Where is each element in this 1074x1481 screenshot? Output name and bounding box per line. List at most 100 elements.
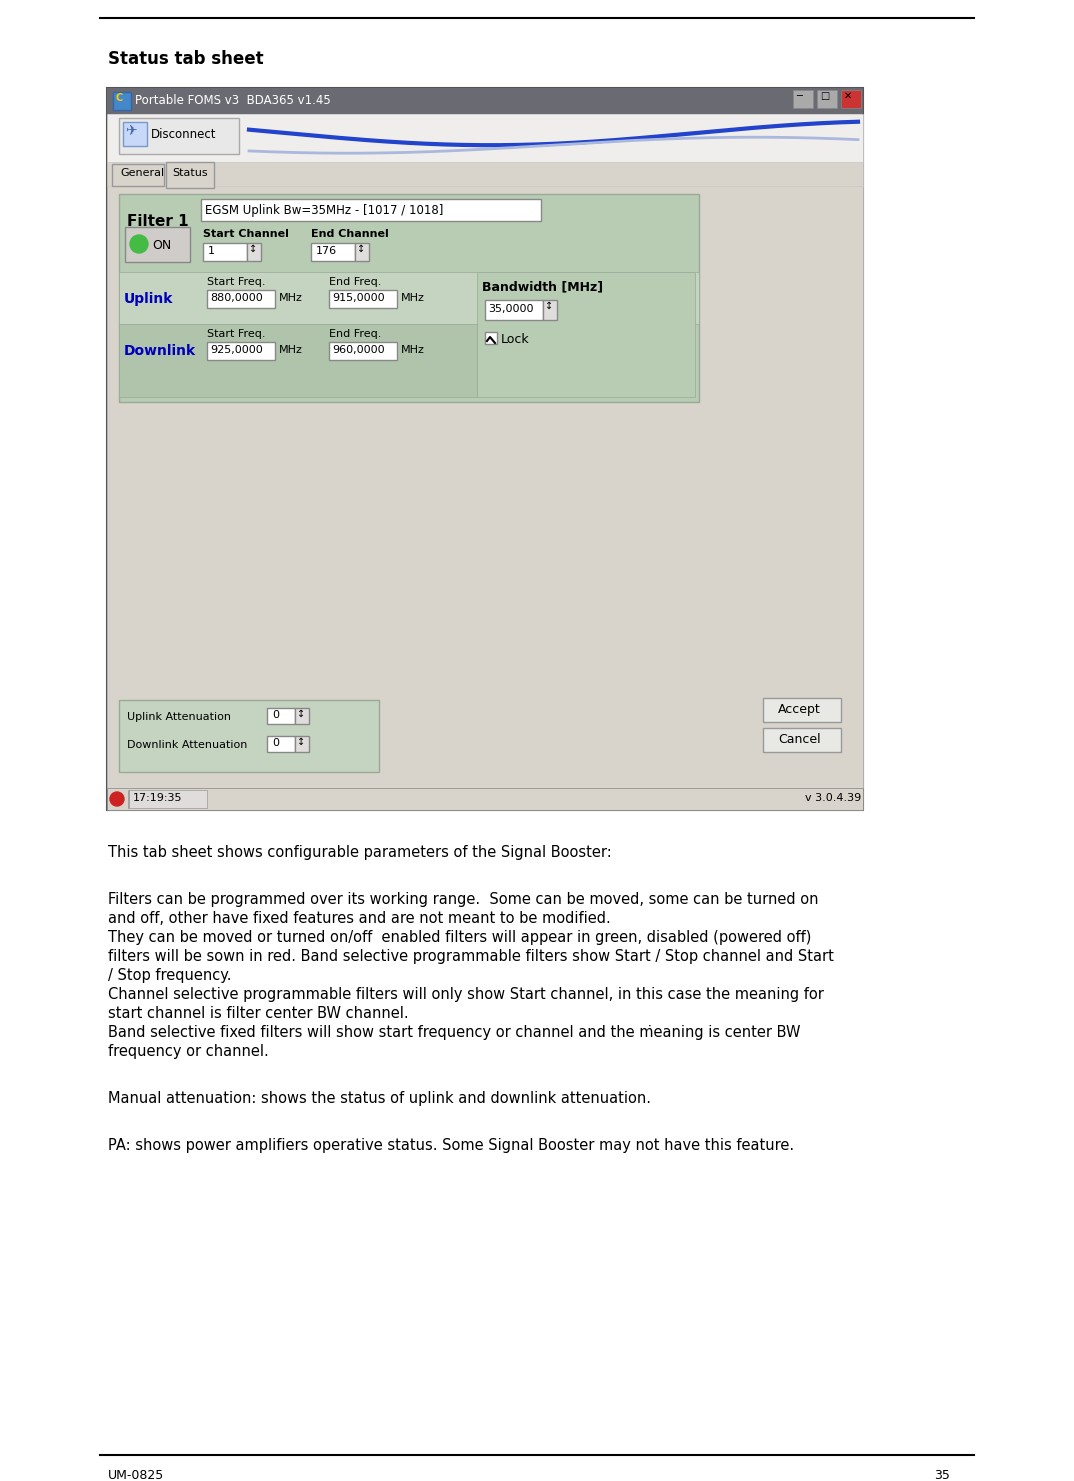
Text: Cancel: Cancel — [778, 733, 821, 746]
Text: General: General — [120, 167, 164, 178]
FancyBboxPatch shape — [203, 243, 247, 261]
Text: 176: 176 — [316, 246, 337, 256]
FancyBboxPatch shape — [112, 164, 164, 187]
Text: ↕: ↕ — [297, 738, 305, 746]
Text: ↕: ↕ — [357, 244, 365, 255]
FancyBboxPatch shape — [107, 161, 863, 187]
FancyBboxPatch shape — [477, 273, 695, 397]
Text: 0: 0 — [272, 709, 279, 720]
Text: ─: ─ — [796, 90, 802, 101]
FancyBboxPatch shape — [207, 342, 275, 360]
Text: filters will be sown in red. Band selective programmable filters show Start / St: filters will be sown in red. Band select… — [108, 949, 833, 964]
Text: UM-0825: UM-0825 — [108, 1469, 164, 1481]
Text: Lock: Lock — [500, 333, 529, 347]
Text: Downlink: Downlink — [124, 344, 197, 358]
FancyBboxPatch shape — [119, 324, 477, 397]
FancyBboxPatch shape — [166, 161, 214, 188]
Text: ↕: ↕ — [545, 301, 553, 311]
Text: End Freq.: End Freq. — [329, 277, 381, 287]
FancyBboxPatch shape — [295, 736, 309, 752]
FancyBboxPatch shape — [113, 92, 131, 110]
FancyBboxPatch shape — [201, 198, 541, 221]
Circle shape — [130, 235, 148, 253]
FancyBboxPatch shape — [329, 290, 397, 308]
FancyBboxPatch shape — [207, 290, 275, 308]
Text: ✈: ✈ — [125, 123, 136, 138]
Text: ON: ON — [153, 238, 171, 252]
FancyBboxPatch shape — [355, 243, 369, 261]
FancyBboxPatch shape — [485, 332, 497, 344]
FancyBboxPatch shape — [267, 708, 295, 724]
Text: 0: 0 — [272, 738, 279, 748]
Text: MHz: MHz — [401, 345, 425, 355]
FancyBboxPatch shape — [119, 118, 240, 154]
Text: Uplink: Uplink — [124, 292, 173, 307]
Text: 880,0000: 880,0000 — [211, 293, 263, 304]
Text: Channel selective programmable filters will only show Start channel, in this cas: Channel selective programmable filters w… — [108, 986, 824, 1003]
FancyBboxPatch shape — [295, 708, 309, 724]
FancyBboxPatch shape — [247, 243, 261, 261]
Text: Bandwidth [MHz]: Bandwidth [MHz] — [482, 280, 604, 293]
FancyBboxPatch shape — [107, 87, 863, 810]
Text: 960,0000: 960,0000 — [332, 345, 384, 355]
FancyBboxPatch shape — [311, 243, 355, 261]
FancyBboxPatch shape — [485, 301, 543, 320]
Text: 35: 35 — [934, 1469, 950, 1481]
FancyBboxPatch shape — [125, 227, 190, 262]
FancyBboxPatch shape — [107, 187, 863, 788]
Text: MHz: MHz — [279, 293, 303, 304]
Text: Manual attenuation: shows the status of uplink and downlink attenuation.: Manual attenuation: shows the status of … — [108, 1091, 651, 1106]
Text: 17:19:35: 17:19:35 — [133, 792, 183, 803]
Text: ↕: ↕ — [297, 709, 305, 718]
Text: 915,0000: 915,0000 — [332, 293, 384, 304]
Text: / Stop frequency.: / Stop frequency. — [108, 969, 232, 983]
FancyBboxPatch shape — [763, 729, 841, 752]
FancyBboxPatch shape — [267, 736, 295, 752]
Text: Start Channel: Start Channel — [203, 230, 289, 238]
Text: Start Freq.: Start Freq. — [207, 329, 265, 339]
Text: 925,0000: 925,0000 — [211, 345, 263, 355]
FancyBboxPatch shape — [107, 114, 863, 161]
FancyBboxPatch shape — [107, 788, 863, 810]
FancyBboxPatch shape — [817, 90, 837, 108]
FancyBboxPatch shape — [841, 90, 861, 108]
FancyBboxPatch shape — [119, 273, 699, 324]
Text: PA: shows power amplifiers operative status. Some Signal Booster may not have th: PA: shows power amplifiers operative sta… — [108, 1137, 794, 1154]
Text: Portable FOMS v3  BDA365 v1.45: Portable FOMS v3 BDA365 v1.45 — [135, 93, 331, 107]
FancyBboxPatch shape — [119, 701, 379, 772]
Text: ✕: ✕ — [844, 90, 852, 101]
Text: □: □ — [821, 90, 829, 101]
FancyBboxPatch shape — [129, 789, 207, 809]
Text: C: C — [116, 93, 124, 104]
FancyBboxPatch shape — [793, 90, 813, 108]
Text: They can be moved or turned on/off  enabled filters will appear in green, disabl: They can be moved or turned on/off enabl… — [108, 930, 811, 945]
FancyBboxPatch shape — [124, 121, 147, 147]
FancyBboxPatch shape — [107, 87, 863, 114]
Text: Accept: Accept — [778, 703, 821, 715]
Circle shape — [110, 792, 124, 806]
Text: Status: Status — [172, 167, 207, 178]
Text: Filter 1: Filter 1 — [127, 213, 189, 230]
Text: Disconnect: Disconnect — [151, 127, 217, 141]
Text: This tab sheet shows configurable parameters of the Signal Booster:: This tab sheet shows configurable parame… — [108, 846, 612, 860]
Text: Status tab sheet: Status tab sheet — [108, 50, 263, 68]
FancyBboxPatch shape — [329, 342, 397, 360]
Text: End Channel: End Channel — [311, 230, 389, 238]
Text: v 3.0.4.39: v 3.0.4.39 — [806, 792, 861, 803]
Text: Filters can be programmed over its working range.  Some can be moved, some can b: Filters can be programmed over its worki… — [108, 892, 818, 906]
Text: EGSM Uplink Bw=35MHz - [1017 / 1018]: EGSM Uplink Bw=35MHz - [1017 / 1018] — [205, 204, 444, 218]
FancyBboxPatch shape — [763, 698, 841, 723]
Text: Start Freq.: Start Freq. — [207, 277, 265, 287]
Text: End Freq.: End Freq. — [329, 329, 381, 339]
Text: Band selective fixed filters will show start frequency or channel and the ṁeani: Band selective fixed filters will show s… — [108, 1025, 800, 1040]
Text: Uplink Attenuation: Uplink Attenuation — [127, 712, 231, 723]
Text: 1: 1 — [208, 246, 215, 256]
Text: and off, other have fixed features and are not meant to be modified.: and off, other have fixed features and a… — [108, 911, 611, 926]
Text: 35,0000: 35,0000 — [488, 304, 534, 314]
Text: ↕: ↕ — [249, 244, 257, 255]
Text: start channel is filter center BW channel.: start channel is filter center BW channe… — [108, 1006, 408, 1020]
FancyBboxPatch shape — [119, 194, 699, 401]
FancyBboxPatch shape — [543, 301, 557, 320]
Text: Downlink Attenuation: Downlink Attenuation — [127, 740, 247, 749]
Text: MHz: MHz — [401, 293, 425, 304]
